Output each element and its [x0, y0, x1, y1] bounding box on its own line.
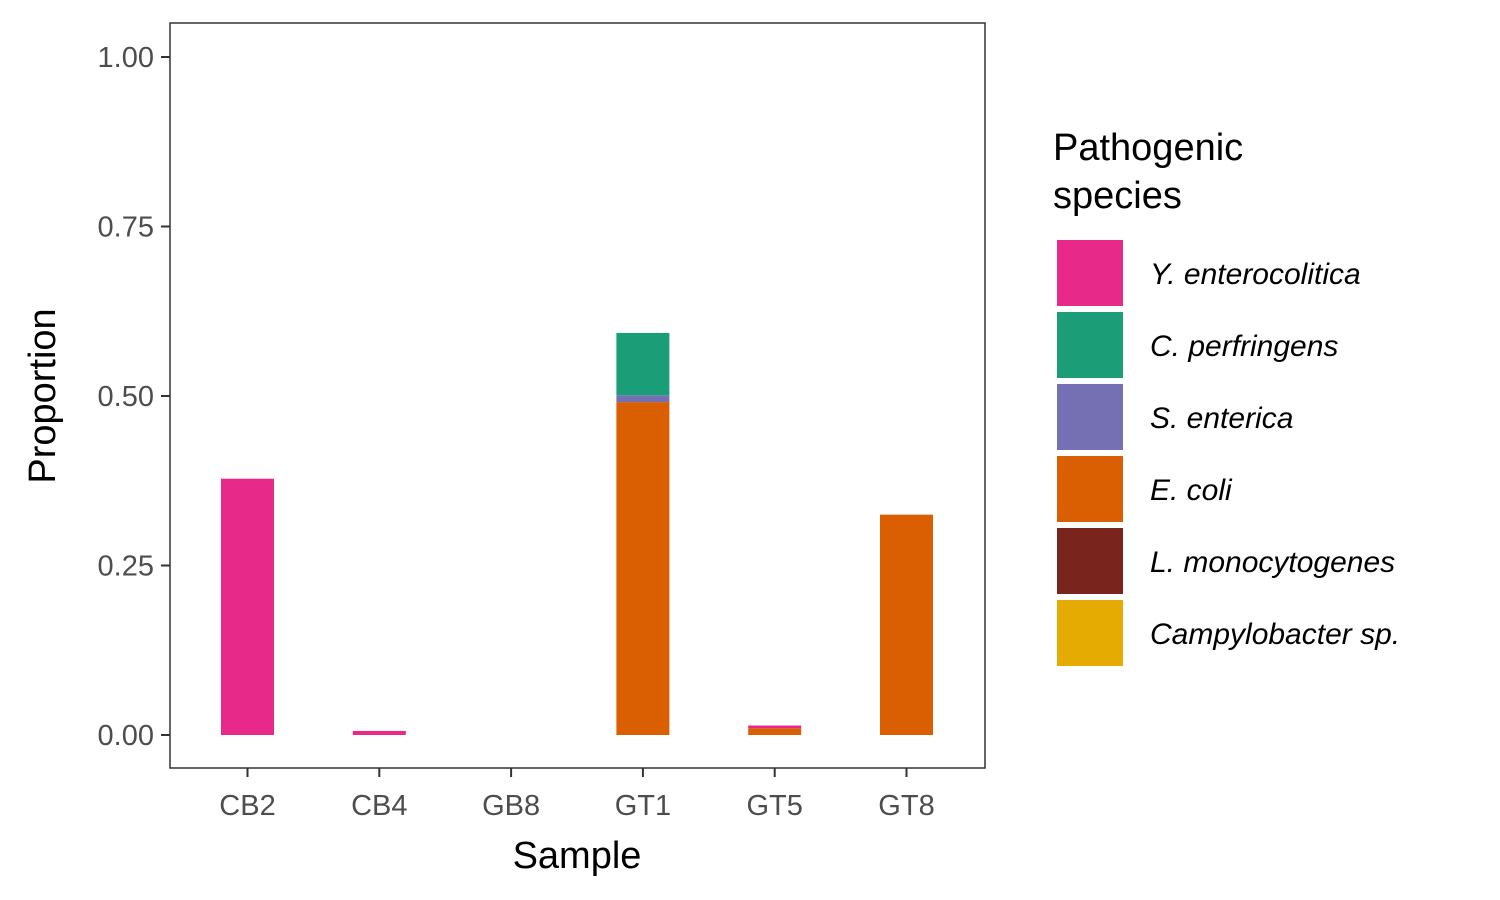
legend-label: Campylobacter sp.: [1150, 618, 1400, 651]
legend-title-line-1: Pathogenic: [1053, 127, 1243, 169]
legend-label: L. monocytogenes: [1150, 546, 1395, 579]
legend-label: S. enterica: [1150, 402, 1293, 435]
x-axis: CB2 CB4 GB8 GT1 GT5 GT8: [219, 768, 935, 822]
x-tick-label: GT1: [615, 790, 671, 822]
bars: [221, 332, 933, 735]
legend-items: Y. enterocolitica C. perfringens S. enteri…: [1057, 240, 1400, 666]
bar-segment: [748, 728, 802, 735]
legend: Pathogenic species Y. enterocolitica C. p…: [1053, 127, 1400, 666]
legend-key: [1057, 528, 1123, 594]
plot-panel: [169, 22, 986, 769]
bar-segment: [616, 395, 670, 403]
bar-segment: [616, 332, 670, 396]
bar-segment: [880, 514, 933, 735]
bar-segment: [352, 730, 406, 735]
legend-label: C. perfringens: [1150, 330, 1338, 363]
legend-key: [1057, 312, 1123, 378]
x-tick-label: GT5: [746, 790, 802, 822]
x-tick-label: GB8: [482, 790, 540, 822]
legend-key: [1057, 456, 1123, 522]
x-tick-label: GT8: [878, 790, 934, 822]
legend-key: [1057, 240, 1123, 306]
y-tick-label: 0.25: [98, 551, 154, 583]
legend-title-line-2: species: [1053, 175, 1182, 217]
bar-segment: [221, 478, 274, 735]
x-axis-title: Sample: [513, 835, 642, 877]
y-tick-label: 1.00: [98, 42, 154, 74]
legend-key: [1057, 600, 1123, 666]
y-axis: 0.00 0.25 0.50 0.75 1.00: [98, 42, 170, 752]
x-tick-label: CB2: [219, 790, 275, 822]
y-tick-label: 0.75: [98, 212, 154, 244]
y-tick-label: 0.00: [98, 720, 154, 752]
legend-key: [1057, 384, 1123, 450]
x-tick-label: CB4: [351, 790, 407, 822]
y-axis-title: Proportion: [22, 308, 64, 483]
y-tick-label: 0.50: [98, 381, 154, 413]
legend-label: E. coli: [1150, 474, 1233, 507]
legend-label: Y. enterocolitica: [1150, 258, 1361, 291]
bar-segment: [616, 402, 670, 735]
bar-segment: [748, 725, 802, 729]
